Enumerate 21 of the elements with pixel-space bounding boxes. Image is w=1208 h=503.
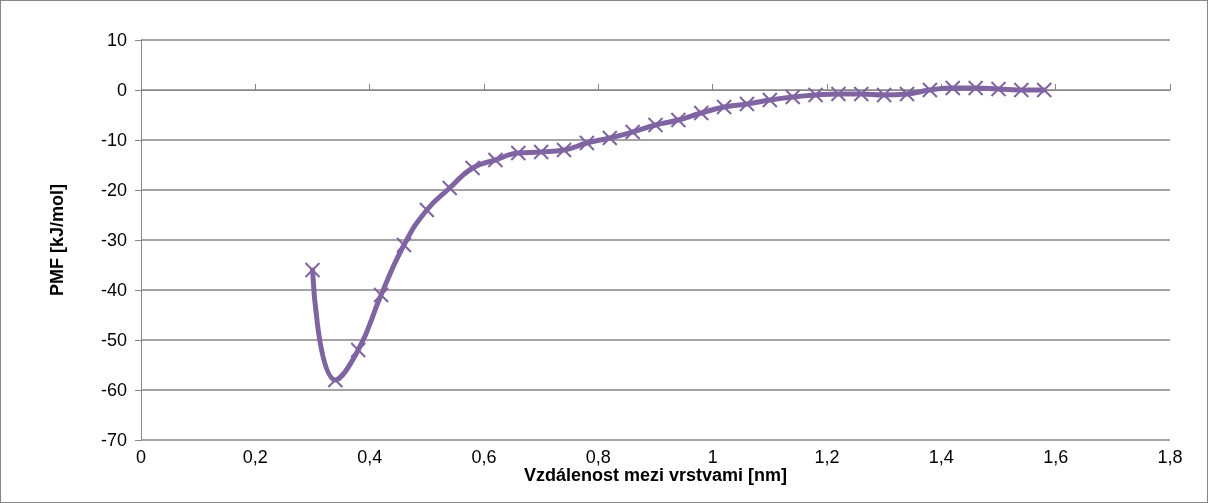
y-tick-label: -50	[100, 330, 127, 350]
x-tick-label: 1	[707, 447, 718, 467]
y-axis-title: PMF [kJ/mol]	[47, 183, 67, 297]
y-tick-label: -10	[100, 130, 127, 150]
x-tick-label: 0,6	[471, 447, 497, 467]
x-tick-label: 1,4	[928, 447, 954, 467]
x-axis-title: Vzdálenost mezi vrstvami [nm]	[523, 465, 788, 485]
x-tick-label: 0	[135, 447, 147, 467]
x-tick-label: 1,8	[1157, 447, 1183, 467]
y-tick-label: -70	[100, 430, 127, 450]
x-tick-label: 0,4	[357, 447, 383, 467]
y-tick-label: -40	[100, 280, 127, 300]
y-tick-label: 10	[106, 30, 127, 50]
x-tick-label: 1,2	[814, 447, 840, 467]
y-tick-label: -20	[100, 180, 127, 200]
y-tick-label: -30	[100, 230, 127, 250]
x-tick-label: 0,8	[585, 447, 611, 467]
y-tick-label: -60	[100, 380, 127, 400]
x-tick-label: 1,6	[1043, 447, 1069, 467]
y-tick-label: 0	[116, 80, 127, 100]
x-tick-label: 0,2	[242, 447, 268, 467]
